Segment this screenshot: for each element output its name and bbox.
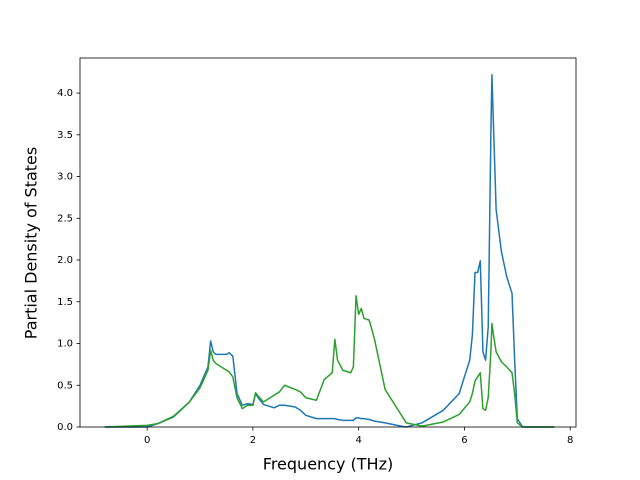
series-line <box>104 295 555 428</box>
y-tick-label: 3.0 <box>57 172 73 183</box>
y-tick-label: 2.5 <box>57 213 73 224</box>
series-line <box>104 73 555 428</box>
y-tick-label: 1.5 <box>57 297 73 308</box>
y-tick-label: 3.5 <box>57 130 73 141</box>
x-tick-label: 2 <box>250 435 256 446</box>
y-tick-label: 2.0 <box>57 255 73 266</box>
y-tick-label: 1.0 <box>57 339 73 350</box>
y-axis-label: Partial Density of States <box>22 147 41 339</box>
x-tick-label: 6 <box>461 435 467 446</box>
y-tick-label: 4.0 <box>57 88 73 99</box>
y-tick-label: 0.5 <box>57 380 73 391</box>
y-tick-label: 0.0 <box>57 422 73 433</box>
x-axis-label: Frequency (THz) <box>263 455 393 474</box>
x-tick-label: 8 <box>567 435 573 446</box>
plot-frame <box>79 57 577 428</box>
x-tick-label: 4 <box>355 435 361 446</box>
x-tick-label: 0 <box>144 435 150 446</box>
